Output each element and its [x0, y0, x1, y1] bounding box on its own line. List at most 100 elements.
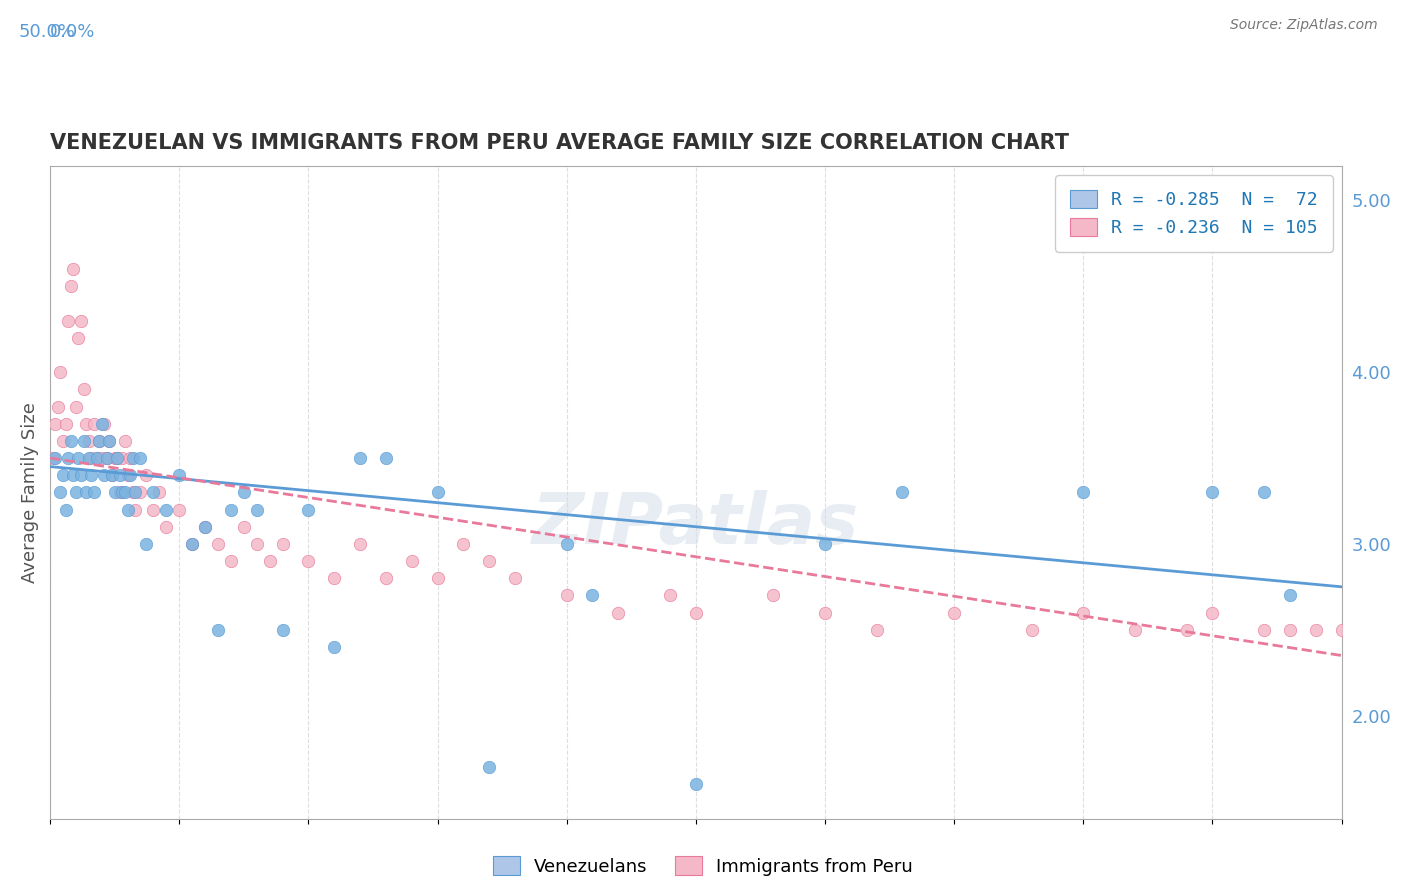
Point	[117, 468, 139, 483]
Point	[1175, 623, 1198, 637]
Point	[259, 554, 281, 568]
Point	[101, 468, 124, 483]
Point	[167, 468, 190, 483]
Point	[246, 502, 269, 516]
Point	[96, 450, 118, 465]
Point	[374, 571, 396, 585]
Point	[297, 554, 319, 568]
Point	[349, 537, 371, 551]
Point	[1278, 588, 1301, 602]
Point	[148, 485, 170, 500]
Point	[271, 623, 294, 637]
Point	[56, 450, 79, 465]
Point	[1201, 606, 1223, 620]
Point	[232, 485, 254, 500]
Point	[73, 434, 96, 448]
Point	[70, 313, 93, 327]
Legend: R = -0.285  N =  72, R = -0.236  N = 105: R = -0.285 N = 72, R = -0.236 N = 105	[1056, 175, 1333, 252]
Point	[114, 485, 136, 500]
Point	[453, 537, 475, 551]
Point	[93, 468, 115, 483]
Point	[101, 468, 124, 483]
Point	[75, 417, 97, 431]
Point	[114, 434, 136, 448]
Point	[44, 450, 66, 465]
Point	[207, 537, 229, 551]
Point	[943, 606, 966, 620]
Point	[135, 468, 157, 483]
Point	[75, 485, 97, 500]
Point	[142, 485, 165, 500]
Point	[111, 485, 134, 500]
Point	[1021, 623, 1043, 637]
Point	[96, 450, 118, 465]
Point	[129, 450, 152, 465]
Point	[207, 623, 229, 637]
Point	[41, 450, 63, 465]
Point	[59, 279, 82, 293]
Point	[52, 434, 75, 448]
Point	[1253, 623, 1275, 637]
Point	[44, 417, 66, 431]
Point	[155, 519, 177, 533]
Point	[323, 571, 346, 585]
Point	[297, 502, 319, 516]
Point	[374, 450, 396, 465]
Point	[70, 468, 93, 483]
Point	[98, 434, 121, 448]
Point	[142, 502, 165, 516]
Point	[121, 485, 143, 500]
Point	[219, 554, 242, 568]
Point	[108, 468, 131, 483]
Point	[49, 485, 72, 500]
Point	[104, 485, 127, 500]
Point	[77, 450, 100, 465]
Point	[124, 485, 146, 500]
Point	[65, 485, 87, 500]
Point	[349, 450, 371, 465]
Point	[83, 417, 105, 431]
Point	[89, 434, 111, 448]
Point	[246, 537, 269, 551]
Point	[426, 485, 449, 500]
Y-axis label: Average Family Size: Average Family Size	[21, 402, 39, 582]
Point	[90, 450, 112, 465]
Text: Source: ZipAtlas.com: Source: ZipAtlas.com	[1230, 18, 1378, 32]
Point	[73, 382, 96, 396]
Point	[80, 450, 103, 465]
Point	[65, 400, 87, 414]
Point	[155, 502, 177, 516]
Point	[86, 450, 108, 465]
Point	[271, 537, 294, 551]
Point	[90, 417, 112, 431]
Point	[80, 468, 103, 483]
Point	[121, 450, 143, 465]
Point	[1123, 623, 1146, 637]
Point	[1278, 623, 1301, 637]
Point	[55, 417, 77, 431]
Point	[105, 450, 128, 465]
Point	[1071, 606, 1094, 620]
Point	[86, 450, 108, 465]
Point	[685, 777, 707, 791]
Point	[607, 606, 630, 620]
Point	[77, 434, 100, 448]
Point	[865, 623, 887, 637]
Point	[1201, 485, 1223, 500]
Point	[135, 537, 157, 551]
Point	[194, 519, 217, 533]
Point	[555, 588, 578, 602]
Point	[98, 434, 121, 448]
Legend: Venezuelans, Immigrants from Peru: Venezuelans, Immigrants from Peru	[485, 849, 921, 883]
Text: 0.0%: 0.0%	[51, 22, 96, 40]
Point	[59, 434, 82, 448]
Point	[814, 606, 837, 620]
Point	[105, 450, 128, 465]
Point	[181, 537, 204, 551]
Point	[503, 571, 526, 585]
Point	[62, 468, 84, 483]
Point	[111, 450, 134, 465]
Point	[814, 537, 837, 551]
Point	[762, 588, 785, 602]
Point	[181, 537, 204, 551]
